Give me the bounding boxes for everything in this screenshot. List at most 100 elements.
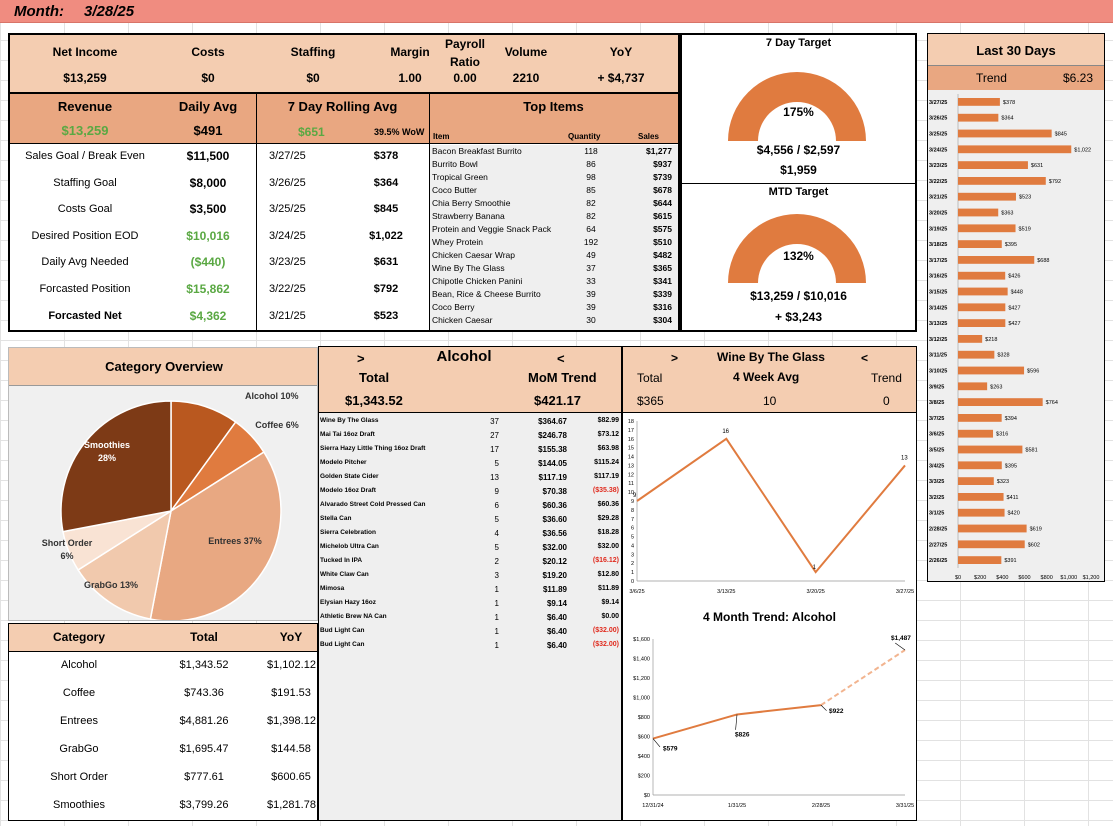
alcohol-item-name: Elysian Hazy 16oz [320,599,376,606]
top-item-qty: 64 [586,224,596,234]
trend4-line-chart: $0 $200 $400 $600 $800 $1,000 $1,200 $1,400 $1,6… [633,635,914,809]
alcohol-total-value: $1,343.52 [345,393,403,408]
category-table-cell: $1,695.47 [179,743,229,755]
chart-y-tick: 13 [628,463,634,469]
alcohol-item-name: Mimosa [320,585,345,592]
last30-value-label: $395 [1005,242,1017,248]
alcohol-item-name: Bud Light Can [320,641,365,648]
kpi-label: Costs [191,45,225,59]
last30-trend-label: Trend [976,71,1007,85]
chart-data-label: $922 [829,708,844,715]
top-items-list: Bacon Breakfast Burrito 118 $1,277 Burrito … [430,145,678,330]
rolling-avg-value: $651 [298,125,325,139]
chart-x-tick: 1/31/25 [728,803,746,809]
chart-y-tick: 1 [631,570,634,576]
wine-avg-label: 4 Week Avg [733,370,800,384]
month-value[interactable]: 3/28/25 [84,3,135,20]
goal-label: Desired Position EOD [31,229,139,242]
goal-label: Daily Avg Needed [41,256,129,269]
goal-label: Costs Goal [57,203,113,216]
wine-next-button[interactable]: < [861,351,869,365]
daily-avg-value: $491 [193,123,223,138]
rolling-wow: 39.5% WoW [374,127,425,137]
last30-date-label: 3/17/25 [929,258,947,264]
last30-value-label: $602 [1028,542,1040,548]
category-table-cell: Short Order [50,771,108,783]
last30-bar [958,113,999,122]
alcohol-item-qty: 13 [490,473,499,482]
category-table-header [9,624,317,652]
alcohol-prev-button[interactable]: > [357,351,365,366]
last30-date-label: 2/27/25 [929,542,947,548]
category-table-cell: Coffee [62,687,96,699]
top-item-qty: 86 [586,159,596,169]
mtd-gauge [728,214,866,283]
last30-bar [958,556,1002,564]
alcohol-item-name: Stella Can [320,515,352,522]
last30-date-label: 2/28/25 [929,527,947,533]
goal-label: Forcasted Position [39,283,131,295]
last30-value-label: $448 [1011,290,1023,296]
alcohol-item-mom: $0.00 [601,613,619,620]
rolling-date: 3/27/25 [269,150,306,162]
kpi-label: Margin [390,45,430,59]
last30-value-label: $519 [1019,226,1031,232]
last30-bar [958,477,994,485]
top-item-sales: $341 [653,276,672,286]
category-table-cell: $191.53 [271,687,311,699]
last30-value-label: $420 [1008,511,1020,517]
last30-value-label: $688 [1037,258,1049,264]
last30-value-label: $323 [997,479,1009,485]
last30-value-label: $411 [1007,495,1019,501]
top-item-name: Whey Protein [432,237,484,247]
chart-y-tick: $1,400 [633,657,650,663]
last30-x-tick: $600 [1018,575,1030,581]
alcohol-item-sales: $6.40 [546,613,567,622]
top-items-header: Quantity [568,132,601,141]
goal-value: $4,362 [189,308,227,323]
top-item-sales: $615 [653,211,672,221]
kpi-value: $0 [306,71,320,85]
last30-date-label: 3/23/25 [929,163,947,169]
top-item-sales: $482 [653,250,672,260]
alcohol-item-mom: $9.14 [601,599,619,606]
last30-x-tick: $0 [955,575,961,581]
pie-slice-smoothies [60,400,172,533]
chart-y-tick: 2 [631,561,634,567]
category-table: Category Total YoY Alcohol $1,343.52 $1,102.1… [8,623,318,821]
kpi-value: 1.00 [398,71,422,85]
alcohol-item-mom: $117.19 [594,473,619,480]
top-item-name: Protein and Veggie Snack Pack [432,224,552,234]
last30-date-label: 3/27/25 [929,100,947,106]
pie-label-pct: 6% [60,551,73,561]
mtd-title: MTD Target [768,186,829,198]
chart-y-tick: 0 [631,579,634,585]
last30-value-label: $328 [997,353,1009,359]
pie-label: Smoothies [84,440,130,450]
alcohol-next-button[interactable]: < [557,351,565,366]
kpi-label: Volume [504,45,548,59]
last30-value-label: $427 [1008,305,1020,311]
alcohol-item-name: Athletic Brew NA Can [320,613,387,620]
kpi-label: Staffing [290,45,336,59]
wine-prev-button[interactable]: > [671,351,679,365]
chart-label-leader [820,704,827,711]
pie-label: GrabGo 13% [84,580,138,590]
alcohol-item-qty: 5 [494,515,499,524]
alcohol-item-qty: 1 [494,599,499,608]
alcohol-item-name: Alvarado Street Cold Pressed Can [320,501,426,508]
last30-header [928,34,1104,66]
category-table-cell: Alcohol [60,659,98,671]
chart-data-label: $1,487 [891,635,911,642]
last30-x-tick: $800 [1041,575,1053,581]
chart-y-tick: $600 [638,735,650,741]
top-item-name: Chicken Caesar Wrap [432,250,515,260]
category-overview-header [9,348,317,386]
last30-value-label: $363 [1001,211,1013,217]
kpi-label: YoY [609,45,633,59]
top-item-name: Strawberry Banana [432,211,505,221]
last30-bar [958,493,1004,501]
goal-value: $11,500 [186,149,230,163]
last30-bar [958,335,983,343]
category-pie-chart: Alcohol 10% Coffee 6% Entrees 37% GrabGo 13… [42,391,299,620]
